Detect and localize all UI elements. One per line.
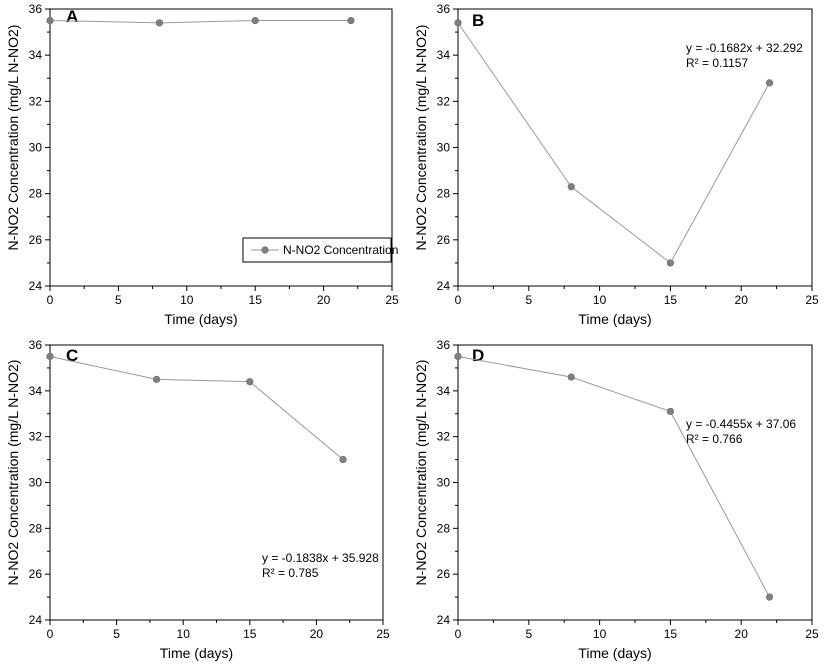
y-tick-label: 28 <box>29 521 43 535</box>
data-point <box>152 375 161 383</box>
x-tick-label: 10 <box>177 627 191 641</box>
y-tick-label: 24 <box>29 613 43 627</box>
y-tick-label: 26 <box>29 567 43 581</box>
y-axis-label: N-NO2 Concentration (mg/L N-NO2) <box>413 360 429 586</box>
x-tick-label: 10 <box>180 293 194 307</box>
data-point <box>46 16 54 25</box>
x-axis-label: Time (days) <box>578 645 651 661</box>
y-tick-label: 32 <box>29 94 43 108</box>
y-tick-label: 34 <box>437 384 451 398</box>
y-tick-label: 36 <box>29 338 43 352</box>
x-tick-label: 5 <box>115 293 122 307</box>
legend-swatch-marker <box>261 246 269 254</box>
series-line <box>49 355 344 460</box>
r-squared-value: R² = 0.766 <box>686 432 743 446</box>
panel-letter: A <box>66 7 78 26</box>
panel-letter: B <box>472 11 484 30</box>
series-line <box>49 20 351 24</box>
x-tick-label: 15 <box>249 293 263 307</box>
x-tick-label: 0 <box>47 627 54 641</box>
data-point <box>46 352 54 361</box>
y-tick-label: 34 <box>29 48 43 62</box>
r-squared-value: R² = 0.1157 <box>686 56 748 70</box>
data-point <box>339 455 347 464</box>
panel-letter: D <box>472 346 484 365</box>
data-point <box>454 352 462 361</box>
plot-frame <box>49 344 384 621</box>
x-tick-label: 5 <box>113 627 120 641</box>
panel-b: 0 5 10 15 20 25 24 26 28 30 32 34 36 Time (days) N-NO2… <box>413 2 819 327</box>
x-tick-label: 15 <box>243 627 257 641</box>
y-tick-label: 34 <box>437 48 451 62</box>
panel-a: 0 5 10 15 20 25 24 26 28 30 32 34 36 Time (days) N-NO2… <box>5 2 399 327</box>
plot-frame <box>457 344 813 621</box>
x-tick-label: 5 <box>525 627 532 641</box>
y-tick-label: 30 <box>29 141 43 155</box>
x-tick-label: 10 <box>593 627 607 641</box>
y-tick-label: 28 <box>29 187 43 201</box>
x-tick-label: 25 <box>805 627 819 641</box>
data-point <box>251 16 259 25</box>
x-tick-label: 25 <box>385 293 399 307</box>
y-tick-label: 32 <box>437 430 451 444</box>
y-tick-label: 28 <box>437 187 451 201</box>
data-point <box>567 183 575 191</box>
y-tick-label: 26 <box>29 233 43 247</box>
series-line <box>457 22 770 264</box>
y-tick-label: 36 <box>437 338 451 352</box>
x-tick-label: 0 <box>455 627 462 641</box>
data-point <box>567 373 575 381</box>
x-tick-label: 20 <box>735 293 749 307</box>
y-axis-label: N-NO2 Concentration (mg/L N-NO2) <box>5 360 21 586</box>
r-squared-value: R² = 0.785 <box>262 566 319 580</box>
panel-d: 0 5 10 15 20 25 24 26 28 30 32 34 36 Time (days) N-NO2… <box>413 338 819 661</box>
x-axis-label: Time (days) <box>164 311 237 327</box>
y-tick-label: 26 <box>437 567 451 581</box>
legend: N-NO2 Concentration <box>242 237 398 263</box>
x-tick-label: 25 <box>805 293 819 307</box>
x-tick-label: 20 <box>317 293 331 307</box>
x-tick-label: 25 <box>376 627 390 641</box>
data-point <box>155 19 164 27</box>
regression-equation: y = -0.1682x + 32.292 <box>686 41 803 55</box>
y-tick-label: 36 <box>29 2 43 16</box>
y-tick-label: 28 <box>437 521 451 535</box>
data-point <box>246 378 254 386</box>
y-tick-label: 30 <box>437 476 451 490</box>
x-tick-label: 15 <box>664 293 678 307</box>
x-tick-label: 15 <box>664 627 678 641</box>
y-tick-label: 36 <box>437 2 451 16</box>
legend-entry: N-NO2 Concentration <box>283 243 398 257</box>
panel-c: 0 5 10 15 20 25 24 26 28 30 32 34 36 Time (days) N-NO2… <box>5 338 390 661</box>
x-tick-label: 20 <box>310 627 324 641</box>
y-tick-label: 26 <box>437 233 451 247</box>
regression-equation: y = -0.4455x + 37.06 <box>686 417 796 431</box>
y-tick-label: 30 <box>29 476 43 490</box>
y-axis-label: N-NO2 Concentration (mg/L N-NO2) <box>5 25 21 251</box>
x-axis-label: Time (days) <box>578 311 651 327</box>
data-point <box>347 16 355 25</box>
y-tick-label: 32 <box>29 430 43 444</box>
y-axis-label: N-NO2 Concentration (mg/L N-NO2) <box>413 25 429 251</box>
x-tick-label: 10 <box>593 293 607 307</box>
y-tick-label: 24 <box>437 613 451 627</box>
x-tick-label: 0 <box>47 293 54 307</box>
y-tick-label: 30 <box>437 141 451 155</box>
data-point <box>666 407 675 416</box>
y-tick-label: 24 <box>29 279 43 293</box>
x-tick-label: 5 <box>525 293 532 307</box>
x-tick-label: 20 <box>735 627 749 641</box>
y-tick-label: 32 <box>437 94 451 108</box>
y-tick-label: 24 <box>437 279 451 293</box>
data-point <box>765 79 774 87</box>
x-tick-label: 0 <box>455 293 462 307</box>
y-tick-label: 34 <box>29 384 43 398</box>
regression-equation: y = -0.1838x + 35.928 <box>262 551 379 565</box>
data-point <box>454 19 462 27</box>
data-point <box>765 593 774 601</box>
x-axis-label: Time (days) <box>160 645 233 661</box>
data-point <box>666 259 675 267</box>
series-line <box>457 355 770 598</box>
